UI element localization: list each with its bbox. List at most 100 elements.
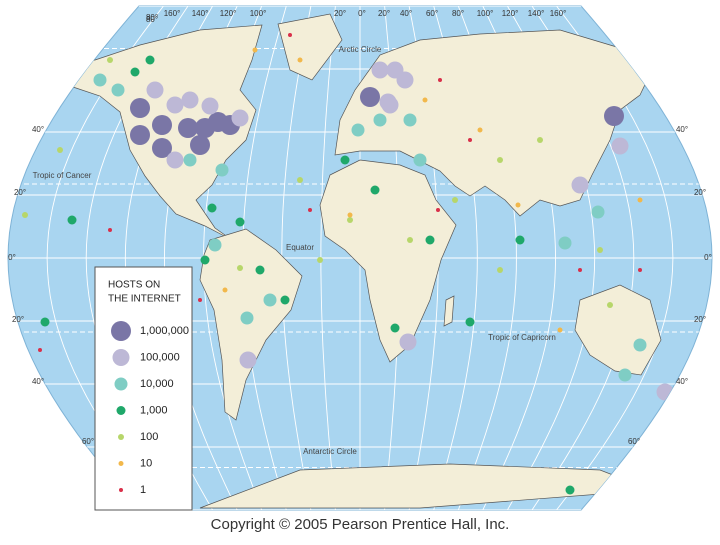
host-marker	[637, 197, 643, 203]
host-marker	[452, 197, 458, 203]
longitude-label: 100°	[250, 9, 267, 18]
legend-swatch	[112, 349, 130, 366]
host-marker	[178, 118, 198, 138]
legend-label: 10	[140, 457, 152, 469]
host-marker	[351, 123, 365, 137]
host-marker	[468, 138, 472, 142]
host-marker	[422, 97, 428, 103]
host-marker	[515, 202, 521, 208]
host-marker	[633, 338, 647, 352]
legend-label: 10,000	[140, 378, 174, 390]
longitude-label: 140°	[192, 9, 209, 18]
latitude-line-label: Arctic Circle	[339, 45, 382, 54]
host-marker	[240, 311, 254, 325]
host-marker	[308, 208, 312, 212]
host-marker	[297, 57, 303, 63]
host-marker	[280, 295, 290, 305]
host-marker	[288, 33, 292, 37]
host-marker	[130, 67, 140, 77]
host-marker	[477, 127, 483, 133]
host-marker	[618, 368, 632, 382]
longitude-label: 40°	[400, 9, 412, 18]
host-marker	[340, 155, 350, 165]
host-marker	[111, 83, 125, 97]
longitude-label: 20°	[334, 9, 346, 18]
host-markers	[22, 33, 674, 495]
longitude-label: 20°	[378, 9, 390, 18]
host-marker	[656, 383, 674, 401]
latitude-label: 40°	[676, 377, 688, 386]
host-marker	[557, 327, 563, 333]
latitude-line-label: Antarctic Circle	[303, 447, 357, 456]
greenland	[277, 13, 343, 81]
longitude-label: 80°	[146, 15, 158, 24]
legend-swatch	[118, 434, 124, 440]
longitude-label: 60°	[426, 9, 438, 18]
host-marker	[379, 93, 397, 111]
legend-label: 100,000	[140, 351, 180, 363]
host-marker	[108, 228, 112, 232]
longitude-label: 160°	[550, 9, 567, 18]
legend-swatch	[118, 461, 124, 466]
latitude-label: 20°	[694, 315, 706, 324]
australia	[574, 284, 662, 376]
host-marker	[231, 109, 249, 127]
latitude-label: 0°	[8, 253, 16, 262]
host-marker	[145, 55, 155, 65]
host-marker	[183, 153, 197, 167]
host-marker	[181, 91, 199, 109]
host-marker	[347, 212, 353, 218]
host-marker	[597, 247, 603, 253]
host-marker	[198, 298, 202, 302]
host-marker	[558, 236, 572, 250]
host-marker	[38, 348, 42, 352]
host-marker	[607, 302, 613, 308]
host-marker	[208, 238, 222, 252]
host-marker	[436, 208, 440, 212]
legend-swatch	[114, 377, 128, 391]
host-marker	[22, 212, 28, 218]
latitude-line-label: Tropic of Cancer	[33, 171, 92, 180]
host-marker	[399, 333, 417, 351]
host-marker	[438, 78, 442, 82]
host-marker	[152, 138, 172, 158]
host-marker	[146, 81, 164, 99]
eurasia	[334, 29, 653, 217]
host-marker	[373, 113, 387, 127]
latitude-label: 20°	[12, 315, 24, 324]
host-marker	[571, 176, 589, 194]
host-marker	[57, 147, 63, 153]
latitude-label: 40°	[32, 377, 44, 386]
latitude-label: 40°	[32, 125, 44, 134]
host-marker	[591, 205, 605, 219]
host-marker	[396, 71, 414, 89]
host-marker	[40, 317, 50, 327]
host-marker	[497, 267, 503, 273]
legend-title: THE INTERNET	[108, 294, 181, 305]
host-marker	[200, 255, 210, 265]
host-marker	[317, 257, 323, 263]
host-marker	[465, 317, 475, 327]
latitude-label: 20°	[694, 188, 706, 197]
longitude-label: 140°	[528, 9, 545, 18]
longitude-label: 160°	[164, 9, 181, 18]
latitude-label: 60°	[628, 437, 640, 446]
host-marker	[638, 268, 642, 272]
host-marker	[425, 235, 435, 245]
host-marker	[201, 97, 219, 115]
host-marker	[166, 151, 184, 169]
host-marker	[263, 293, 277, 307]
host-marker	[360, 87, 380, 107]
host-marker	[537, 137, 543, 143]
host-marker	[413, 153, 427, 167]
latitude-label: 40°	[676, 125, 688, 134]
host-marker	[403, 113, 417, 127]
legend-label: 1,000	[140, 404, 168, 416]
host-marker	[107, 57, 113, 63]
legend-title: HOSTS ON	[108, 280, 160, 291]
longitude-label: 120°	[502, 9, 519, 18]
host-marker	[152, 115, 172, 135]
host-marker	[130, 125, 150, 145]
map-labels: 160° 140° 120° 100° 80° 20° 0° 20° 40° 60° 80° 100°…	[8, 9, 712, 456]
host-marker	[347, 217, 353, 223]
